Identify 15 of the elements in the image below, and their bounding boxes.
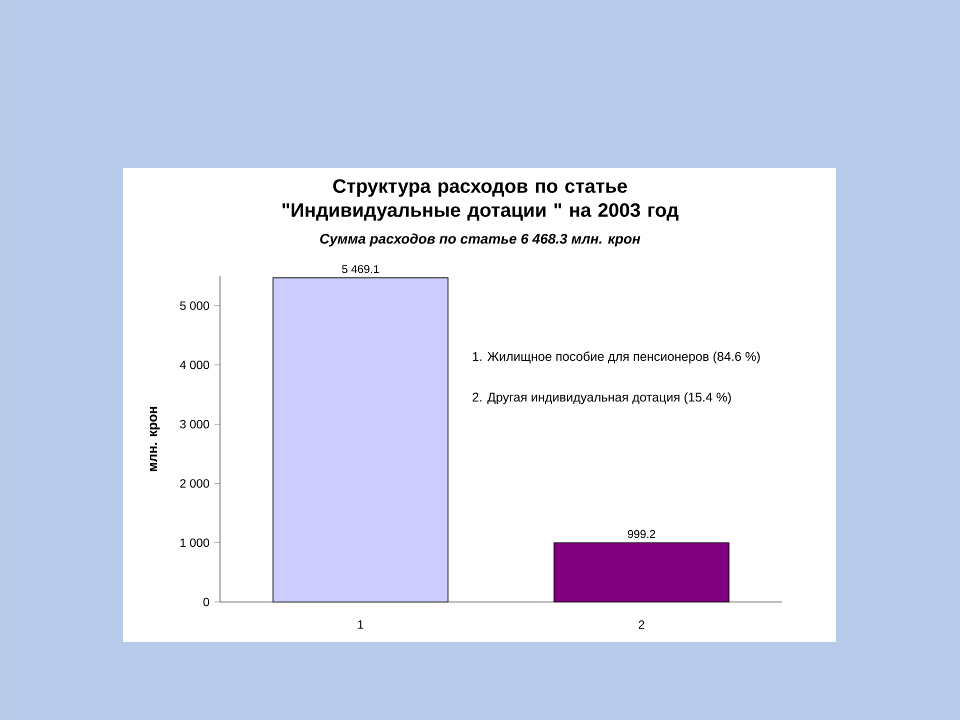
x-tick-label: 2	[638, 620, 644, 629]
y-tick-label: 0	[203, 598, 210, 606]
y-tick-label: 4 000	[180, 360, 210, 370]
annotation: 2. Другая индивидуальная дотация (15.4 %)	[472, 392, 731, 404]
y-tick-label: 1 000	[180, 538, 210, 547]
y-tick-label: 3 000	[180, 420, 210, 428]
chart-subtitle: Сумма расходов по статье 6 468.3 млн. крон	[320, 233, 640, 247]
data-label: 5 469.1	[342, 265, 379, 274]
annotation: 1. Жилищное пособие для пенсионеров (84.6 %)	[472, 352, 760, 364]
data-label: 999.2	[628, 530, 656, 538]
y-axis-title: млн. крон	[150, 406, 160, 472]
y-tick-label: 5 000	[180, 301, 210, 310]
x-tick-label: 1	[358, 620, 364, 629]
chart-title: Структура расходов по статье "Индивидуальные дотации " на 2003 год	[282, 179, 678, 221]
y-tick-label: 2 000	[180, 479, 210, 488]
